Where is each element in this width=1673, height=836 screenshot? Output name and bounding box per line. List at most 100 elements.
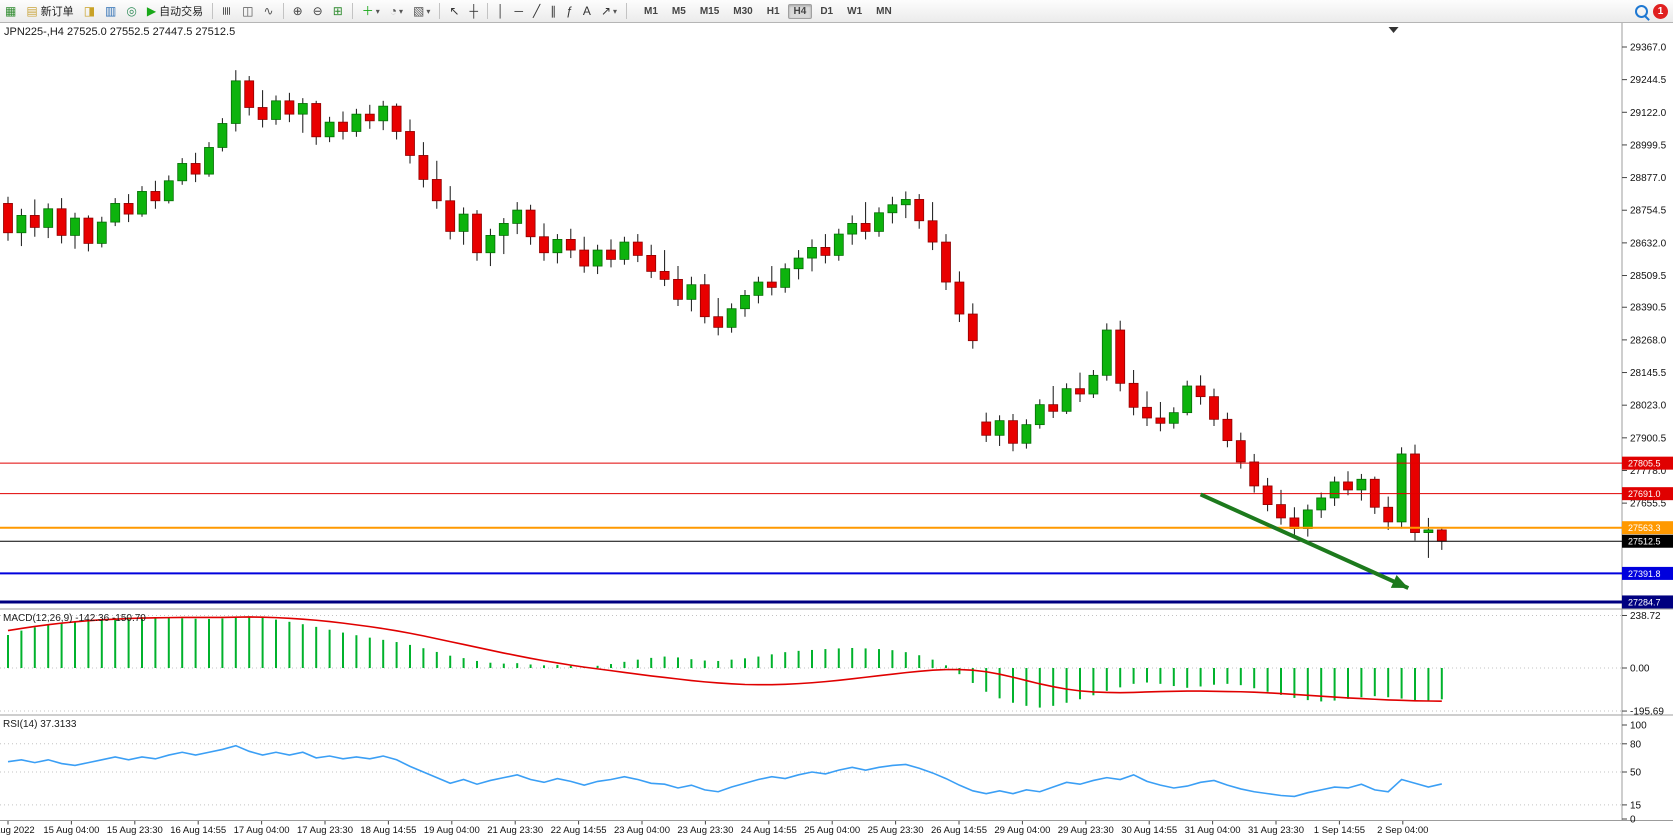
- price-axis-label: 28145.5: [1630, 368, 1667, 379]
- autotrading-button[interactable]: ▶ 自动交易: [143, 1, 207, 21]
- candle-body: [539, 236, 549, 254]
- vertical-line-icon[interactable]: │: [493, 1, 509, 21]
- time-axis-label: 15 Aug 04:00: [43, 825, 99, 836]
- crosshair-icon[interactable]: ┼: [465, 1, 482, 21]
- timeframe-h1[interactable]: H1: [766, 5, 780, 17]
- candle-body: [1343, 481, 1353, 491]
- scroll-end-marker[interactable]: [1388, 27, 1399, 33]
- market-watch-icon[interactable]: ◨: [80, 1, 99, 21]
- price-tag: [1622, 566, 1673, 580]
- timeframe-d1[interactable]: D1: [820, 5, 834, 17]
- candle-body: [1048, 404, 1059, 412]
- candle-body: [1436, 529, 1447, 542]
- candle-body: [391, 105, 402, 132]
- price-axis-label: 27778.0: [1630, 466, 1667, 477]
- trendline-icon[interactable]: ╱: [529, 1, 544, 21]
- new-order-button-label: 新订单: [40, 6, 74, 18]
- chart-window-icon[interactable]: ▦: [1, 1, 20, 21]
- tile-windows-icon[interactable]: ⊞: [329, 1, 347, 21]
- price-axis-label: 29244.5: [1630, 75, 1667, 86]
- candle-body: [351, 113, 362, 132]
- equidistant-channel-icon[interactable]: ∥: [546, 1, 560, 21]
- trend-arrow-head[interactable]: [1390, 575, 1409, 589]
- price-tag-label: 27805.5: [1628, 459, 1661, 469]
- time-axis-label: 16 Aug 14:55: [170, 825, 226, 836]
- rsi-axis-label: 15: [1630, 800, 1642, 811]
- timeframe-m15[interactable]: M15: [699, 5, 720, 17]
- bar-chart-icon[interactable]: ≣: [218, 1, 236, 21]
- timeframe-m5[interactable]: M5: [671, 5, 686, 17]
- periods-icon[interactable]: ◔ ▾: [386, 1, 407, 21]
- timeframe-m1[interactable]: M1: [644, 5, 658, 17]
- autotrading-button-label: 自动交易: [159, 6, 204, 18]
- candle-body: [686, 284, 697, 300]
- candle-body: [1061, 388, 1072, 412]
- candle-body: [1383, 506, 1394, 523]
- candle-body: [565, 239, 576, 251]
- toolbar: ▦ ▤ 新订单 ◨ ▥ ◎ ▶ 自动交易 ≣ ◫ ∿ ⊕ ⊖ ⊞ ＋ ▾ ◔ ▾ ▧ ▾ ↖ ┼ │ ─ ╱ ∥ ƒ A ↗ ▾ M1 M5…: [0, 0, 1673, 23]
- toolbar-right: 1: [1635, 0, 1673, 22]
- candle-body: [485, 235, 496, 254]
- candle-body: [29, 215, 40, 228]
- arrows-icon: ↗: [600, 4, 611, 18]
- candle-body: [338, 121, 348, 132]
- dropdown-caret-icon[interactable]: ▾: [399, 6, 404, 16]
- time-axis-label: 31 Aug 04:00: [1185, 825, 1241, 836]
- candle-body: [257, 107, 268, 120]
- new-order-button[interactable]: ▤ 新订单: [22, 1, 77, 21]
- horizontal-line-icon[interactable]: ─: [510, 1, 527, 21]
- trend-arrow[interactable]: [1199, 492, 1410, 590]
- fibonacci-icon[interactable]: ƒ: [562, 1, 577, 21]
- timeframe-w1[interactable]: W1: [847, 5, 863, 17]
- dropdown-caret-icon[interactable]: ▾: [375, 6, 380, 16]
- macd-axis-label: -195.69: [1630, 707, 1664, 718]
- dropdown-caret-icon[interactable]: ▾: [613, 6, 618, 16]
- notification-badge[interactable]: 1: [1653, 3, 1668, 19]
- zoom-out-icon[interactable]: ⊖: [309, 1, 327, 21]
- timeframe-h4[interactable]: H4: [787, 3, 813, 19]
- candle-body: [632, 241, 643, 256]
- time-axis-label: 21 Aug 23:30: [487, 825, 543, 836]
- candlestick-chart-icon[interactable]: ◫: [238, 1, 257, 21]
- candle-body: [1316, 497, 1327, 511]
- templates-icon[interactable]: ▧ ▾: [409, 1, 434, 21]
- periods-icon: ◔: [389, 4, 398, 18]
- candle-body: [874, 212, 884, 232]
- rsi-axis-label: 100: [1630, 721, 1647, 732]
- line-chart-icon[interactable]: ∿: [260, 1, 278, 21]
- navigator-icon: ◎: [126, 4, 137, 18]
- zoom-in-icon[interactable]: ⊕: [289, 1, 307, 21]
- candle-body: [1128, 382, 1139, 408]
- candle-body: [766, 281, 777, 288]
- candle-body: [1356, 478, 1367, 491]
- trendline-icon: ╱: [533, 4, 541, 18]
- cursor-icon[interactable]: ↖: [445, 1, 463, 21]
- candle-body: [16, 215, 27, 234]
- text-icon[interactable]: A: [579, 1, 595, 21]
- navigator-icon[interactable]: ◎: [122, 1, 140, 21]
- search-icon[interactable]: [1635, 4, 1648, 18]
- candle-body: [445, 200, 456, 232]
- candle-body: [673, 278, 683, 300]
- timeframe-mn[interactable]: MN: [876, 5, 892, 17]
- data-window-icon[interactable]: ▥: [101, 1, 120, 21]
- arrows-icon[interactable]: ↗ ▾: [597, 1, 621, 21]
- data-window-icon: ▥: [105, 4, 117, 18]
- candle-body: [941, 241, 951, 283]
- candle-body: [418, 155, 429, 180]
- toolbar-separator: [439, 3, 441, 19]
- candle-body: [833, 233, 844, 256]
- candle-body: [793, 257, 804, 270]
- price-tag-label: 27512.5: [1628, 537, 1661, 547]
- price-tag-label: 27691.0: [1628, 489, 1661, 499]
- timeframe-m30[interactable]: M30: [733, 5, 753, 17]
- dropdown-caret-icon[interactable]: ▾: [426, 6, 431, 16]
- candle-body: [1115, 329, 1126, 384]
- indicators-icon[interactable]: ＋ ▾: [358, 1, 384, 21]
- time-axis-label: 23 Aug 23:30: [677, 825, 733, 836]
- candle-body: [1195, 385, 1206, 398]
- candle-body: [699, 284, 710, 318]
- price-axis-label: 28390.5: [1630, 303, 1667, 314]
- candle-body: [740, 294, 750, 310]
